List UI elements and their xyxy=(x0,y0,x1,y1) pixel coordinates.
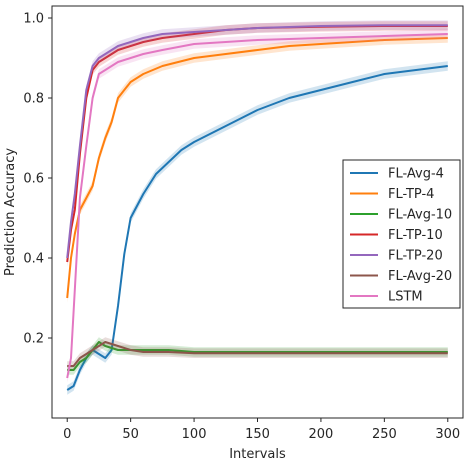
x-tick-label: 50 xyxy=(122,427,139,442)
series-line-fl-tp-20 xyxy=(66,24,448,259)
y-tick-label: 0.4 xyxy=(23,252,44,267)
x-tick-label: 200 xyxy=(309,427,334,442)
series-layer xyxy=(66,20,448,395)
x-tick-label: 150 xyxy=(245,427,270,442)
legend: FL-Avg-4 FL-TP-4 FL-Avg-10 FL-TP-10 FL-TP-20… xyxy=(342,159,461,309)
legend-label-fl-avg-4: FL-Avg-4 xyxy=(388,167,444,182)
series-band-fl-avg-4 xyxy=(67,61,448,395)
series-line-fl-avg-20 xyxy=(67,341,448,367)
x-tick-label: 250 xyxy=(372,427,397,442)
series-band-fl-avg-10 xyxy=(67,337,448,375)
y-tick-label: 0.6 xyxy=(23,172,44,187)
x-axis-label: Intervals xyxy=(229,447,286,459)
x-tick-label: 0 xyxy=(63,427,71,442)
tick-layer: 0 50 100 150 200 250 300 0.2 0.4 0.6 0.8 1.0 xyxy=(23,12,460,443)
y-tick-label: 1.0 xyxy=(23,12,44,27)
legend-label-lstm: LSTM xyxy=(388,290,423,305)
legend-label-fl-tp-10: FL-TP-10 xyxy=(388,228,443,243)
series-line-lstm xyxy=(66,33,448,379)
x-tick-label: 300 xyxy=(435,427,460,442)
legend-label-fl-avg-20: FL-Avg-20 xyxy=(388,269,452,284)
y-tick-label: 0.2 xyxy=(23,332,44,347)
y-axis-label: Prediction Accuracy xyxy=(3,148,18,276)
x-tick-label: 100 xyxy=(182,427,207,442)
legend-label-fl-tp-4: FL-TP-4 xyxy=(388,187,434,202)
legend-label-fl-tp-20: FL-TP-20 xyxy=(388,249,443,264)
legend-label-fl-avg-10: FL-Avg-10 xyxy=(388,208,452,223)
y-tick-label: 0.8 xyxy=(23,92,44,107)
series-line-fl-tp-4 xyxy=(66,37,448,299)
